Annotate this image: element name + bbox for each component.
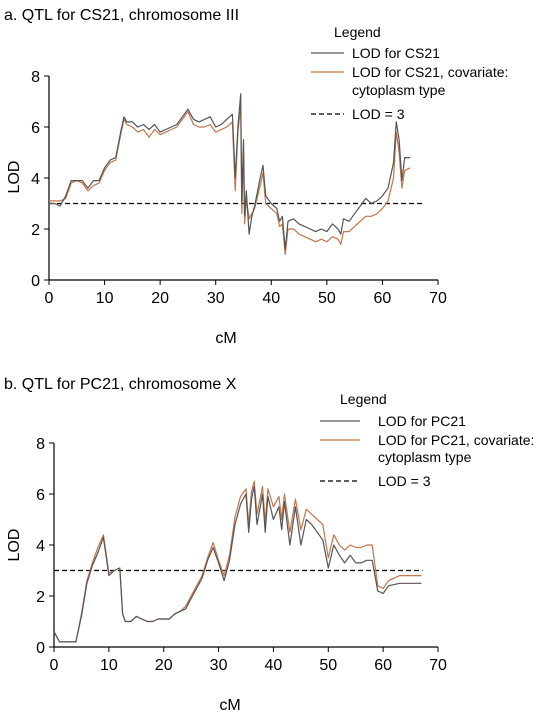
panel-a-y-tick-label: 4	[31, 171, 40, 188]
panel-b-x-tick-label: 10	[100, 657, 118, 674]
panel-b-title: b. QTL for PC21, chromosome X	[4, 376, 237, 393]
panel-a-y-tick-label: 0	[31, 273, 40, 290]
panel-a-x-tick-label: 20	[151, 290, 169, 307]
panel-a-y-tick-label: 8	[31, 69, 40, 86]
panel-b-legend: Legend LOD for PC21 LOD for PC21, covari…	[320, 391, 534, 489]
panel-a-x-tick-label: 50	[318, 290, 336, 307]
panel-a-legend: Legend LOD for CS21 LOD for CS21, covari…	[311, 24, 508, 122]
panel-b-plot-area: 0 10 20 30 40 50 60 70 0 2 4 6 8	[36, 436, 447, 674]
panel-a-x-tick-label: 0	[45, 290, 54, 307]
panel-b-x-tick-label: 20	[155, 657, 173, 674]
panel-b-x-tick-label: 70	[429, 657, 447, 674]
panel-a-x-axis-label: cM	[215, 330, 236, 347]
panel-b-series-covariate-line	[53, 480, 422, 643]
panel-b-x-tick-label: 40	[265, 657, 283, 674]
panel-b-legend-label-threshold: LOD = 3	[378, 473, 431, 489]
panel-a-legend-label-covariate: LOD for CS21, covariate:	[352, 64, 508, 80]
panel-a: a. QTL for CS21, chromosome III LOD cM 0…	[4, 7, 508, 347]
panel-b-y-tick-label: 4	[36, 538, 45, 555]
panel-b-y-tick-label: 8	[36, 436, 45, 453]
panel-a-legend-label-lod: LOD for CS21	[352, 45, 440, 61]
panel-b-y-axis-label: LOD	[6, 529, 23, 562]
panel-b-y-tick-label: 0	[36, 640, 45, 657]
panel-a-legend-title: Legend	[334, 24, 381, 40]
panel-b-x-tick-label: 60	[374, 657, 392, 674]
panel-a-y-tick-label: 6	[31, 120, 40, 137]
panel-a-x-tick-label: 30	[207, 290, 225, 307]
panel-b-x-tick-label: 0	[50, 657, 59, 674]
panel-a-x-tick-label: 10	[96, 290, 114, 307]
panel-a-series-covariate-line	[49, 106, 411, 256]
panel-a-title: a. QTL for CS21, chromosome III	[4, 7, 239, 24]
panel-b: b. QTL for PC21, chromosome X LOD cM 0 10…	[4, 376, 534, 714]
panel-b-legend-title: Legend	[340, 391, 387, 407]
panel-b-x-tick-label: 30	[210, 657, 228, 674]
panel-a-x-tick-label: 70	[429, 290, 447, 307]
panel-b-legend-label-lod: LOD for PC21	[378, 413, 466, 429]
panel-a-x-tick-label: 40	[262, 290, 280, 307]
panel-a-series-lod-line	[49, 93, 411, 250]
panel-a-legend-label-covariate-line2: cytoplasm type	[352, 82, 446, 98]
panel-b-y-tick-label: 2	[36, 589, 45, 606]
panel-b-x-tick-label: 50	[319, 657, 337, 674]
panel-a-plot-area: 0 10 20 30 40 50 60 70 0 2 4 6 8	[31, 69, 447, 307]
panel-b-legend-label-covariate: LOD for PC21, covariate:	[378, 432, 534, 448]
panel-b-legend-label-covariate-line2: cytoplasm type	[378, 449, 472, 465]
panel-b-y-tick-label: 6	[36, 487, 45, 504]
panel-b-series-lod-line	[53, 485, 422, 643]
panel-b-x-axis-label: cM	[219, 697, 240, 714]
panel-a-legend-label-threshold: LOD = 3	[352, 106, 405, 122]
panel-a-y-tick-label: 2	[31, 222, 40, 239]
panel-a-x-tick-label: 60	[374, 290, 392, 307]
panel-a-y-axis-label: LOD	[6, 161, 23, 194]
